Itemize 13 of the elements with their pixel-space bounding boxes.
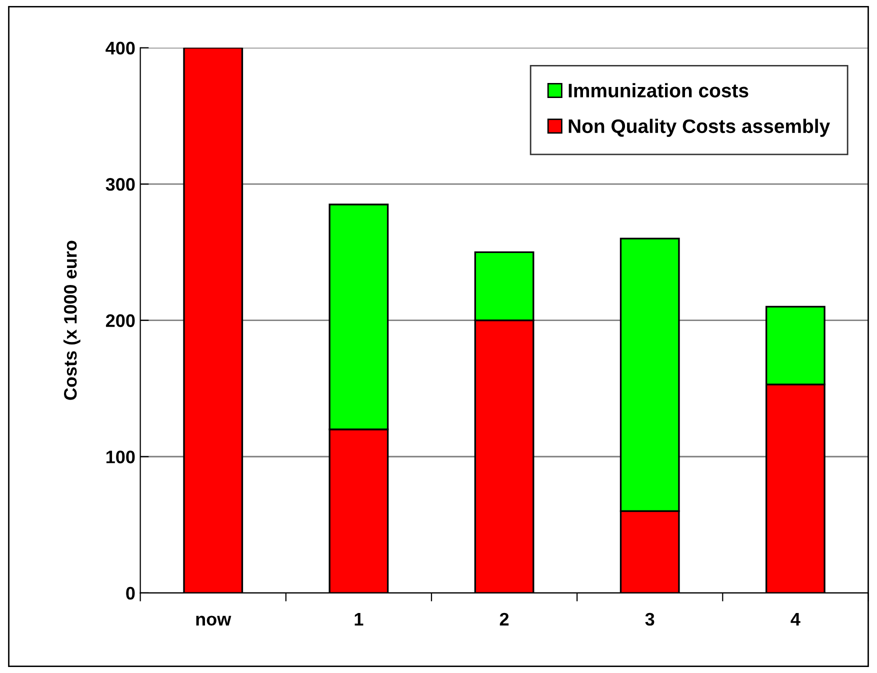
y-axis-title: Costs (x 1000 euro: [64, 240, 80, 400]
x-tick-label: 2: [500, 612, 509, 626]
x-tick-label: 1: [354, 613, 364, 626]
y-tick-label: 300: [106, 178, 135, 191]
x-tick-label: 4: [790, 613, 800, 626]
legend-label: Immunization costs: [568, 83, 748, 98]
y-tick-label: 0: [126, 586, 135, 600]
x-tick-label: 3: [645, 612, 654, 626]
legend-label: Non Quality Costs assembly: [568, 118, 830, 137]
x-tick-label: now: [196, 616, 232, 626]
y-tick-label: 400: [106, 42, 135, 55]
y-tick-label: 100: [106, 450, 135, 464]
y-tick-label: 200: [106, 314, 135, 328]
